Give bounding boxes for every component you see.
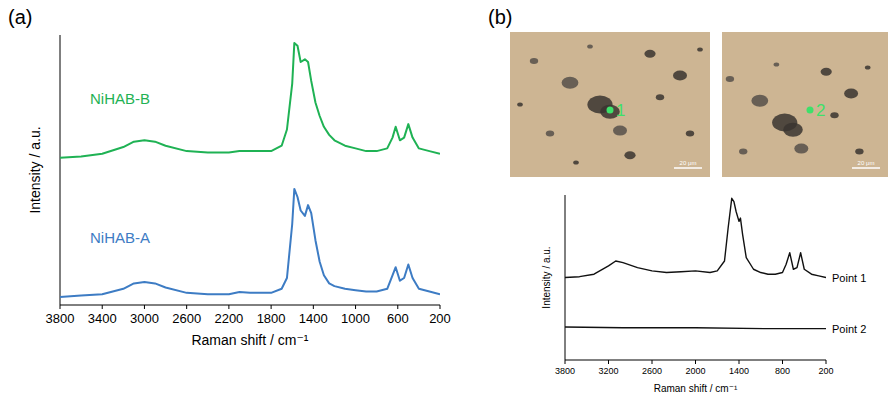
scale-bar [674,167,702,169]
series-label: NiHAB-A [90,229,150,246]
micrograph: 1 20 μm [510,32,710,177]
scale-bar-label: 20 μm [858,160,875,166]
x-tick-label: 1400 [299,311,328,326]
x-tick [397,305,398,309]
x-tick-label: 3800 [46,311,75,326]
spectrum [565,198,826,277]
x-tick-label: 2600 [172,311,201,326]
panel-label: (b) [488,6,512,28]
scale-bar-label: 20 μm [680,160,697,166]
x-tick-label: 1000 [341,311,370,326]
x-tick [228,305,229,309]
particle [613,126,627,136]
scale-bar [852,167,880,169]
figure: (a)3800340030002600220018001400100060020… [0,0,893,399]
x-tick-label: 1400 [729,366,749,376]
measurement-point [607,107,614,114]
series-label: Point 1 [832,272,866,284]
x-tick [60,305,61,309]
measurement-point [807,107,814,114]
micrograph-ground [722,32,888,177]
y-axis-title: Intensity / a.u. [27,126,43,213]
particle [739,149,747,155]
x-tick [355,305,356,309]
x-tick [652,360,653,364]
particle [783,123,803,137]
y-axis-title: Intensity / a.u. [541,246,552,308]
x-tick [739,360,740,364]
x-tick-label: 1800 [257,311,286,326]
x-tick [608,360,609,364]
x-tick [440,305,441,309]
x-tick-label: 2000 [685,366,705,376]
point-label: 1 [616,101,625,120]
particle [794,144,808,154]
x-axis-line [60,305,440,306]
particle [573,161,579,165]
x-tick [565,360,566,364]
particle [830,112,838,118]
plot-area [60,43,440,297]
spectrum [60,43,440,158]
particle [673,71,687,81]
particle [530,58,538,64]
x-axis-title: Raman shift / cm⁻¹ [191,332,308,348]
x-tick-label: 3200 [598,366,618,376]
particle [865,65,871,69]
x-tick-label: 600 [387,311,409,326]
particle [774,63,780,67]
micrograph-ground [510,32,710,177]
x-tick [826,360,827,364]
x-tick-label: 200 [818,366,833,376]
particle [587,96,612,114]
x-tick [186,305,187,309]
spectrum [60,189,440,297]
particle [546,131,554,137]
x-axis-title: Raman shift / cm⁻¹ [654,383,738,394]
particle [751,95,768,107]
background [0,0,893,399]
x-tick [144,305,145,309]
particle [656,94,664,100]
x-tick-label: 200 [429,311,451,326]
x-tick-label: 2200 [214,311,243,326]
particle [855,149,863,155]
micrograph: 2 20 μm [722,32,888,177]
particle [517,103,523,107]
series-label: Point 2 [832,323,866,335]
plot-area [565,198,826,328]
particle [726,76,734,82]
x-tick [695,360,696,364]
spectrum [565,327,826,329]
y-axis-line [60,35,61,305]
x-tick [782,360,783,364]
particle [624,151,635,159]
particle [644,50,655,58]
series-label: NiHAB-B [90,90,150,107]
panel: (a) 3800 3400 3000 2600 2200 1800 1400 1000 600 20… [8,6,451,348]
x-tick [313,305,314,309]
x-tick [271,305,272,309]
x-tick-label: 800 [775,366,790,376]
panel-label: (a) [8,6,32,28]
particle [821,68,832,76]
x-tick-label: 3400 [88,311,117,326]
particle [562,77,579,89]
particle [686,131,694,137]
x-tick-label: 3800 [555,366,575,376]
particle [844,89,858,99]
particle [697,47,703,51]
x-tick-label: 2600 [642,366,662,376]
x-tick [102,305,103,309]
particle [587,45,593,49]
x-tick-label: 3000 [130,311,159,326]
point-label: 2 [816,101,825,120]
